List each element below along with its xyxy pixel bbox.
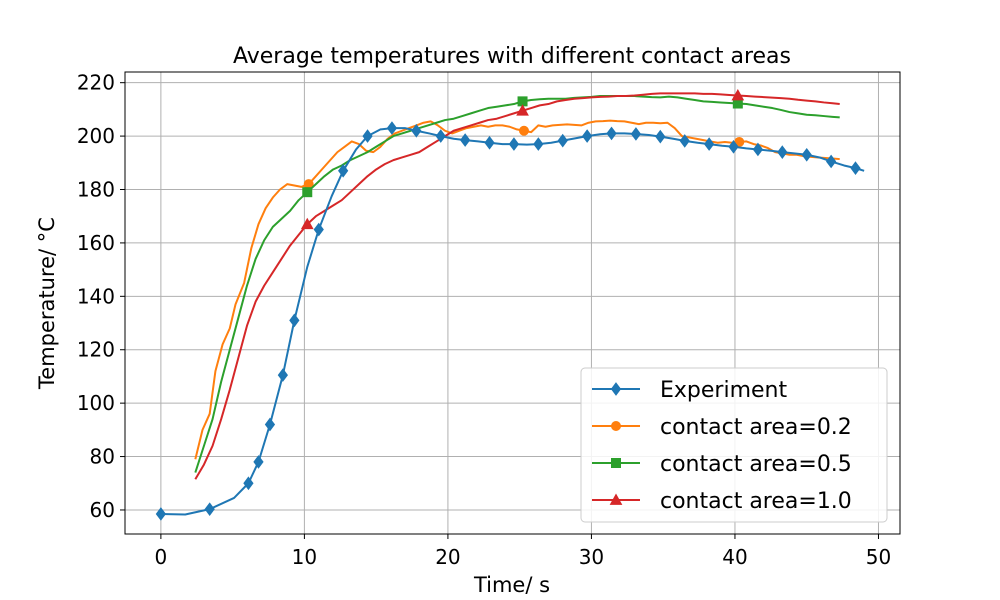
data-point <box>679 134 690 148</box>
legend-items: Experiment contact area=0.2 contact area=0… <box>592 378 852 514</box>
data-point <box>253 455 264 469</box>
data-point <box>801 147 812 162</box>
x-tick-label: 40 <box>722 545 747 569</box>
y-tick-label: 140 <box>77 284 115 308</box>
legend-label: contact area=1.0 <box>660 489 852 514</box>
legend-entry: contact area=0.2 <box>592 415 852 440</box>
y-tick-label: 100 <box>77 391 115 415</box>
series-layer <box>155 88 865 521</box>
data-point <box>243 476 254 491</box>
chart-title: Average temperatures with different cont… <box>233 44 791 69</box>
data-point <box>516 104 529 116</box>
axis-ticks: 0 10 20 30 40 50 60 80 100 120 140 160 180 200 220 <box>77 71 891 569</box>
y-tick-label: 120 <box>77 338 115 362</box>
data-point <box>606 126 617 141</box>
legend-marker <box>609 493 623 505</box>
x-tick-label: 50 <box>866 545 891 569</box>
plot-frame <box>124 71 901 535</box>
legend: Experiment contact area=0.2 contact area=0… <box>580 367 888 523</box>
data-point <box>302 187 313 198</box>
x-tick-label: 10 <box>292 545 317 569</box>
legend-marker <box>611 458 621 468</box>
data-point <box>155 507 167 521</box>
legend-box <box>580 367 888 523</box>
y-tick-label: 80 <box>90 445 115 469</box>
x-tick-label: 20 <box>435 545 460 569</box>
y-tick-label: 200 <box>77 124 115 148</box>
data-point <box>731 88 745 101</box>
x-axis-label: Time/ s <box>473 573 550 597</box>
data-point <box>435 129 446 143</box>
data-point <box>338 163 349 178</box>
data-point <box>557 133 568 148</box>
data-point <box>264 417 276 432</box>
data-point <box>508 137 520 151</box>
data-point <box>518 125 529 136</box>
y-tick-label: 220 <box>77 71 115 95</box>
x-tick-label: 0 <box>155 545 168 569</box>
data-point <box>386 121 398 135</box>
legend-marker <box>610 382 622 396</box>
data-point <box>204 502 215 516</box>
grid <box>125 72 900 534</box>
y-tick-label: 60 <box>90 498 115 522</box>
data-point <box>728 139 739 154</box>
legend-entry: contact area=0.5 <box>592 452 852 477</box>
y-axis-label: Temperature/ °C <box>35 217 59 390</box>
data-point <box>300 217 314 230</box>
y-tick-label: 180 <box>77 178 115 202</box>
legend-entry: contact area=1.0 <box>592 489 852 514</box>
legend-marker <box>611 421 621 431</box>
legend-label: contact area=0.2 <box>660 415 852 440</box>
data-point <box>484 135 495 150</box>
data-point <box>850 161 861 175</box>
y-tick-label: 160 <box>77 231 115 255</box>
data-point <box>582 129 593 143</box>
data-point <box>777 145 788 159</box>
data-point <box>630 127 642 141</box>
data-point <box>825 154 837 169</box>
data-point <box>289 313 300 328</box>
data-point <box>362 129 373 143</box>
data-point <box>752 142 764 157</box>
data-point <box>411 123 422 138</box>
legend-label: Experiment <box>660 378 787 403</box>
x-tick-label: 30 <box>579 545 604 569</box>
data-point <box>703 137 715 151</box>
series-3 <box>194 88 840 480</box>
data-point <box>533 137 544 151</box>
legend-label: contact area=0.5 <box>660 452 852 477</box>
legend-entry: Experiment <box>592 378 787 403</box>
data-point <box>655 129 666 144</box>
data-point <box>277 368 288 382</box>
data-point <box>313 222 324 237</box>
series-0 <box>155 121 865 521</box>
data-point <box>460 133 471 147</box>
